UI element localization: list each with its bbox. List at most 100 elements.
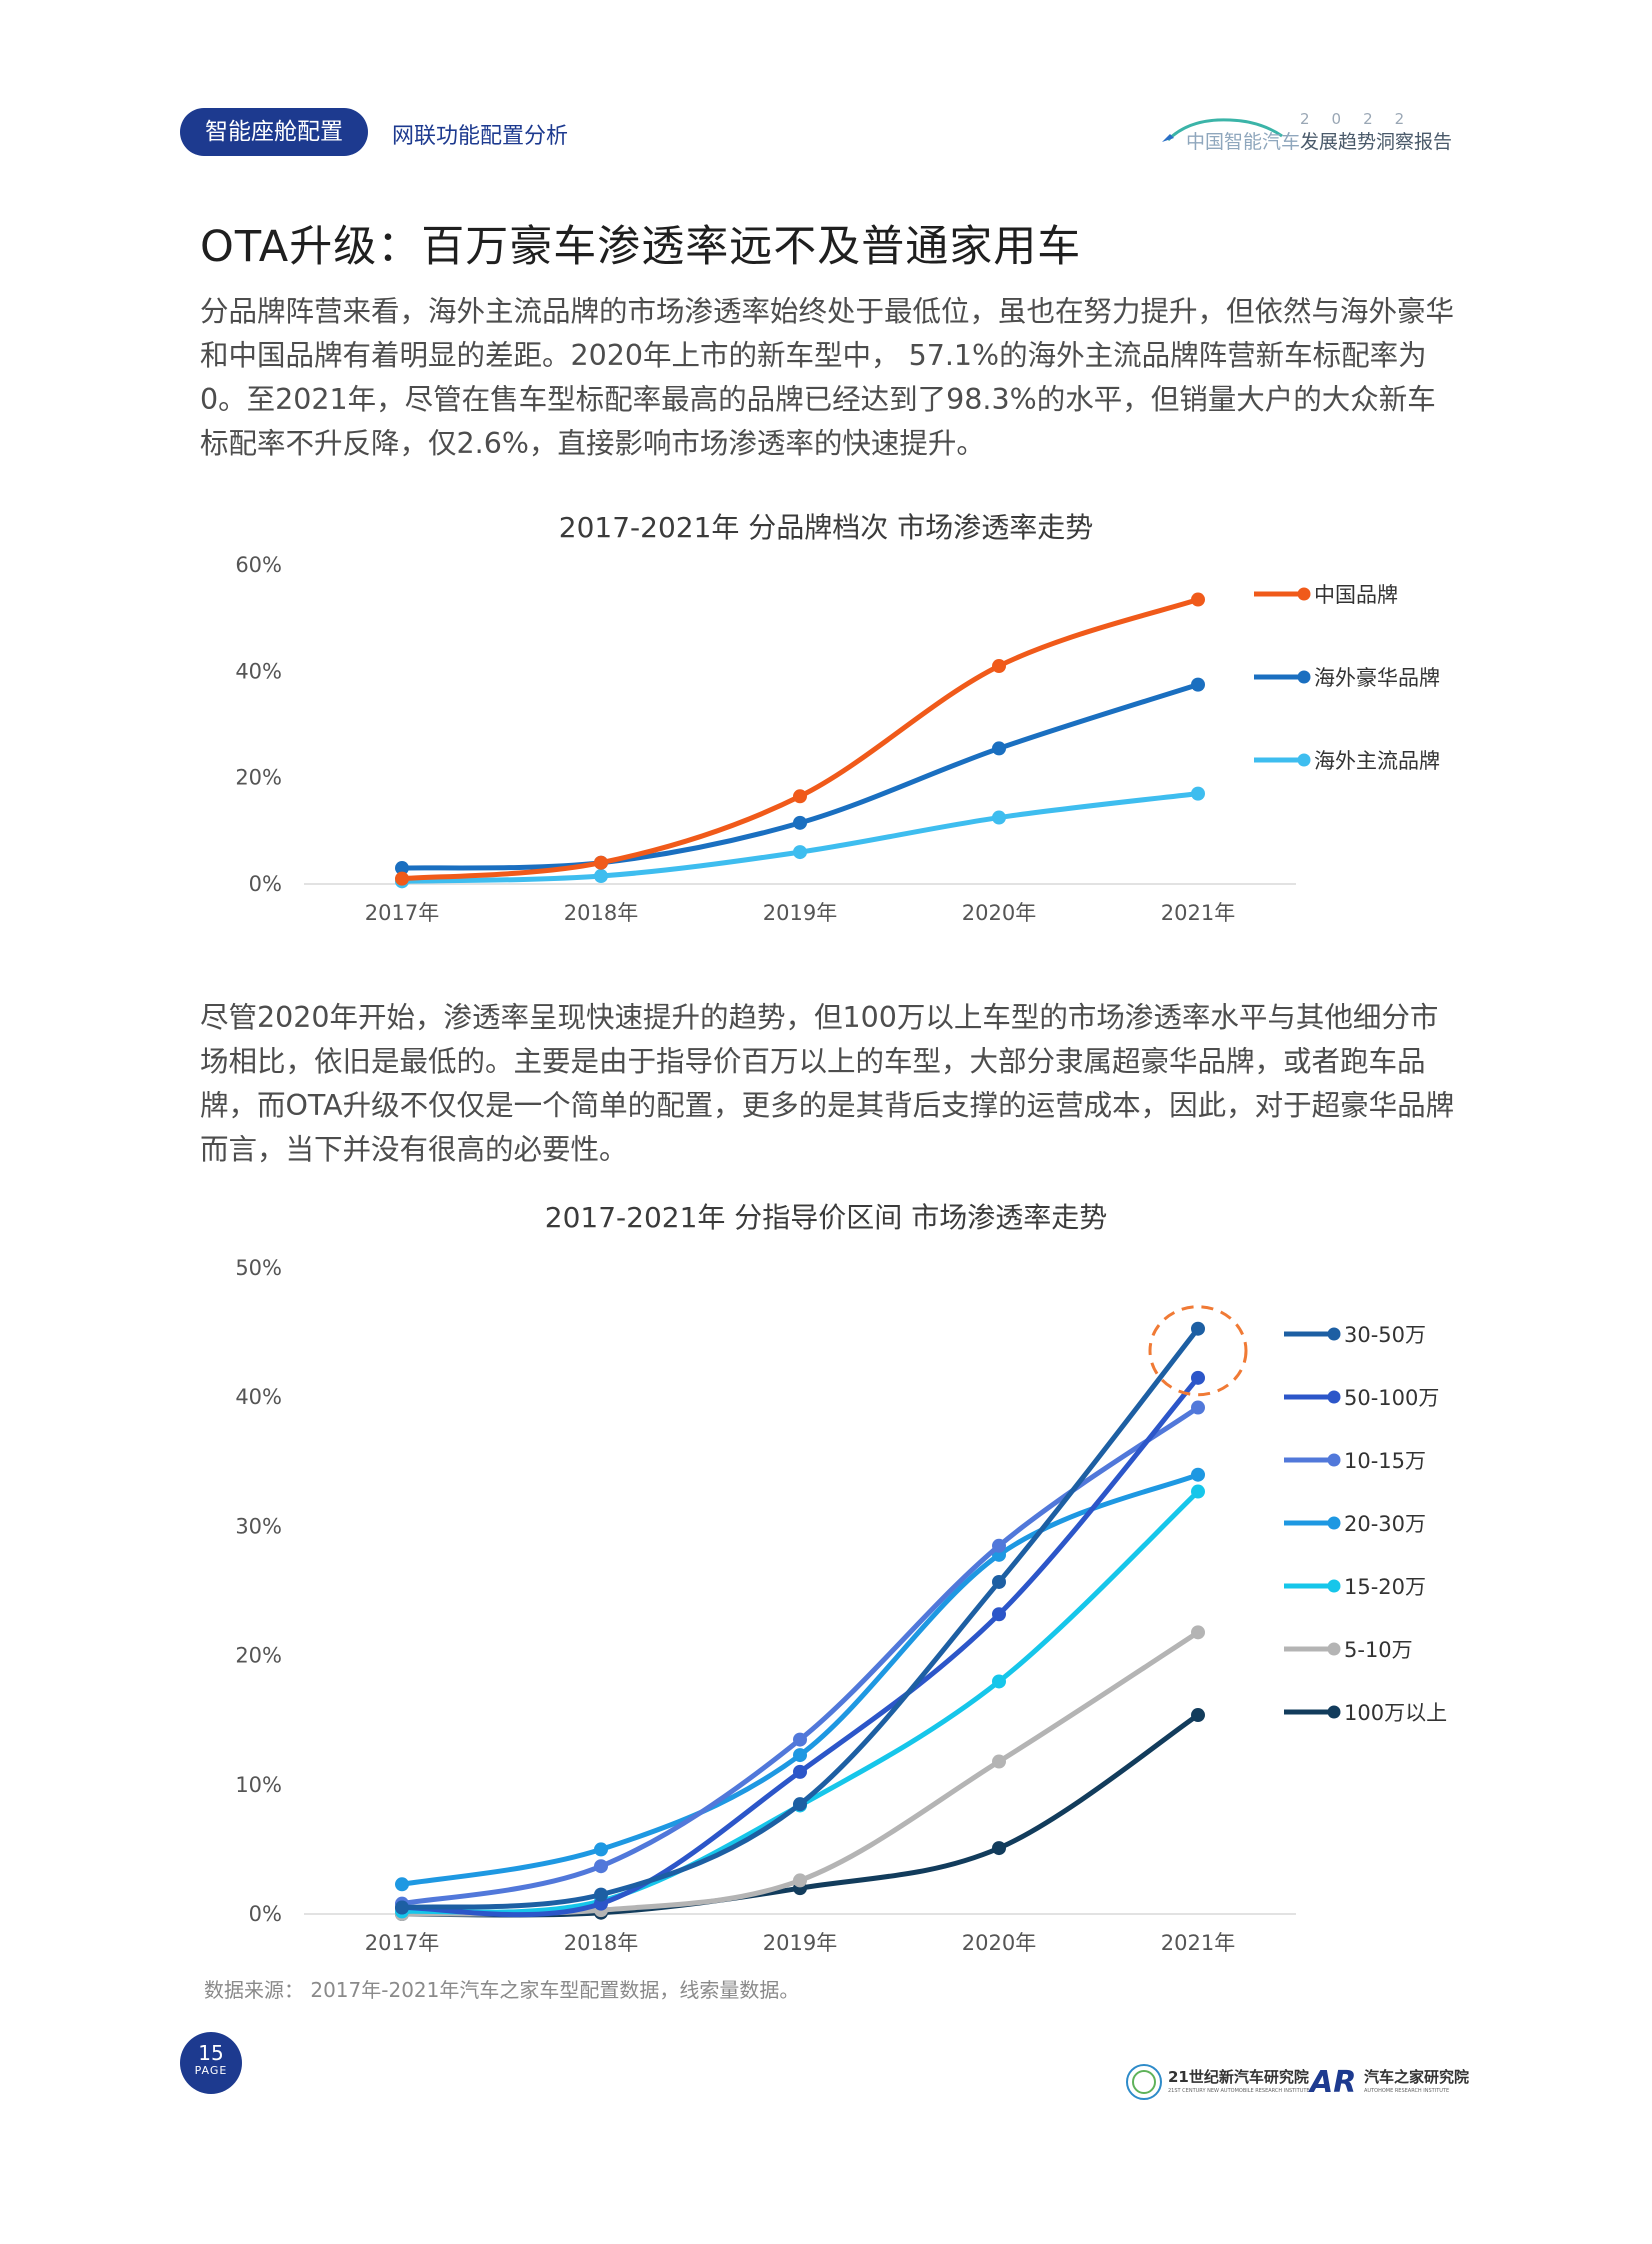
legend-label: 中国品牌: [1314, 583, 1398, 607]
legend-label: 20-30万: [1344, 1512, 1426, 1536]
report-year: 2022: [1300, 110, 1427, 128]
data-point: [1191, 592, 1205, 607]
data-point: [992, 1607, 1006, 1622]
org1-logo-icon: [1126, 2064, 1162, 2100]
data-point: [1191, 1400, 1205, 1415]
data-point: [1191, 786, 1205, 801]
legend-marker: [1327, 1642, 1341, 1656]
data-point: [793, 845, 807, 860]
y-tick-label: 40%: [235, 1385, 282, 1409]
price-range-chart-svg: 0% 10% 20% 30% 40% 50% 2017年 2018年 2019年 2020年 202…: [235, 1256, 1447, 1955]
data-point: [594, 1859, 608, 1874]
y-tick-label: 40%: [235, 659, 282, 683]
data-point: [992, 741, 1006, 756]
y-tick-label: 0%: [249, 872, 282, 896]
data-point: [1191, 1484, 1205, 1499]
x-tick-label: 2021年: [1161, 901, 1235, 925]
legend-label: 10-15万: [1344, 1449, 1426, 1473]
brand-tier-chart-svg: 0% 20% 40% 60% 2017年 2018年 2019年 2020年 2021年 中国品牌…: [235, 553, 1440, 925]
y-tick-label: 20%: [235, 766, 282, 790]
data-point: [1191, 1370, 1205, 1385]
page-word: PAGE: [194, 2064, 228, 2077]
report-car-logo-icon: [1162, 118, 1283, 142]
data-point: [1191, 1467, 1205, 1482]
page-badge: 15 PAGE: [180, 2032, 242, 2094]
series-line: [399, 1489, 1201, 1915]
legend-marker: [1297, 587, 1311, 601]
data-point: [793, 1764, 807, 1779]
report-title-bold: 发展趋势洞察报告: [1300, 131, 1453, 153]
x-tick-label: 2021年: [1161, 1931, 1235, 1955]
footer-logos: 21世纪新汽车研究院 21ST CENTURY NEW AUTOMOBILE R…: [1126, 2064, 1469, 2100]
data-point: [793, 1748, 807, 1763]
org1-sub: 21ST CENTURY NEW AUTOMOBILE RESEARCH INS…: [1168, 2088, 1310, 2094]
x-tick-label: 2018年: [564, 901, 638, 925]
data-point: [1191, 1708, 1205, 1723]
page-number: 15: [198, 2041, 224, 2065]
section-label: 智能座舱配置: [180, 108, 368, 156]
legend-label: 100万以上: [1344, 1701, 1447, 1725]
x-tick-label: 2017年: [365, 901, 439, 925]
y-tick-label: 10%: [235, 1773, 282, 1797]
org2-name: 汽车之家研究院: [1364, 2068, 1469, 2086]
intro-paragraph: 分品牌阵营来看，海外主流品牌的市场渗透率始终处于最低位，虽也在努力提升，但依然与…: [200, 295, 1455, 460]
y-tick-label: 0%: [249, 1902, 282, 1926]
data-point: [395, 871, 409, 886]
data-point: [594, 869, 608, 884]
x-tick-label: 2020年: [962, 1931, 1036, 1955]
data-point: [594, 1842, 608, 1857]
data-point: [395, 1877, 409, 1892]
legend-label: 50-100万: [1344, 1386, 1439, 1410]
data-point: [992, 659, 1006, 674]
data-point: [992, 810, 1006, 825]
y-tick-label: 60%: [235, 553, 282, 577]
series-line: [399, 682, 1201, 871]
report-title: 中国智能汽车发展趋势洞察报告: [1186, 127, 1452, 154]
data-point: [992, 1674, 1006, 1689]
data-point: [1191, 677, 1205, 692]
legend-marker: [1327, 1327, 1341, 1341]
data-point: [992, 1574, 1006, 1589]
series-line: [399, 1472, 1201, 1887]
data-point: [395, 861, 409, 876]
data-point: [1191, 1321, 1205, 1336]
series-line: [399, 1375, 1201, 1918]
page-title: OTA升级：百万豪车渗透率远不及普通家用车: [200, 222, 1082, 272]
data-point: [594, 855, 608, 870]
legend-label: 15-20万: [1344, 1575, 1426, 1599]
subsection-label: 网联功能配置分析: [392, 124, 569, 149]
data-point: [793, 1797, 807, 1812]
data-point: [793, 1873, 807, 1888]
data-point: [992, 1754, 1006, 1769]
x-tick-label: 2019年: [763, 1931, 837, 1955]
brand-tier-chart: 2017-2021年 分品牌档次 市场渗透率走势 0% 20% 40% 60% 2017…: [0, 500, 1652, 940]
legend-label: 海外豪华品牌: [1314, 666, 1440, 690]
data-point: [992, 1841, 1006, 1856]
x-tick-label: 2018年: [564, 1931, 638, 1955]
series-line: [399, 597, 1201, 882]
series-line: [399, 1326, 1201, 1911]
legend-label: 5-10万: [1344, 1638, 1413, 1662]
x-tick-label: 2020年: [962, 901, 1036, 925]
analysis-paragraph: 尽管2020年开始，渗透率呈现快速提升的趋势，但100万以上车型的市场渗透率水平…: [200, 1001, 1455, 1166]
highlight-circle: [1148, 1305, 1248, 1397]
legend-label: 30-50万: [1344, 1323, 1426, 1347]
legend-marker: [1297, 670, 1311, 684]
org2-logo-icon: AR: [1308, 2065, 1356, 2100]
data-point: [793, 789, 807, 804]
org1-name: 21世纪新汽车研究院: [1168, 2068, 1309, 2086]
data-point: [1191, 1625, 1205, 1640]
data-point: [594, 1887, 608, 1902]
price-range-chart: 2017-2021年 分指导价区间 市场渗透率走势 0% 10% 20% 30% 40%…: [0, 1196, 1652, 1966]
x-tick-label: 2019年: [763, 901, 837, 925]
org2-sub: AUTOHOME RESEARCH INSTITUTE: [1364, 2088, 1449, 2094]
y-tick-label: 30%: [235, 1514, 282, 1538]
y-tick-label: 50%: [235, 1256, 282, 1280]
report-title-light: 中国智能汽车: [1186, 131, 1301, 153]
legend-label: 海外主流品牌: [1314, 749, 1440, 773]
data-point: [793, 1732, 807, 1747]
legend-marker: [1327, 1579, 1341, 1593]
data-point: [793, 815, 807, 830]
data-point: [992, 1538, 1006, 1553]
legend-marker: [1327, 1516, 1341, 1530]
